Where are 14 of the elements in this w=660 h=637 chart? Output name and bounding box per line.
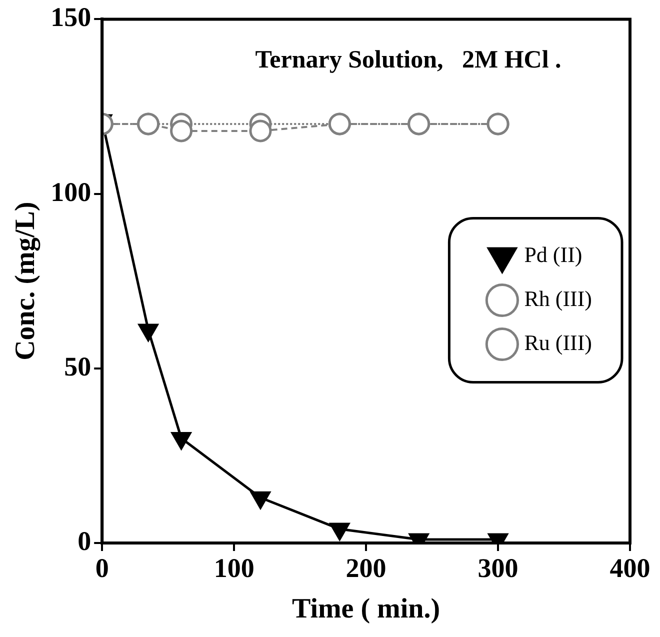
- y-tick-label: 150: [50, 2, 92, 32]
- x-tick-label: 100: [214, 553, 254, 584]
- y-tick-label: 50: [64, 351, 92, 382]
- y-tick-label: 0: [78, 526, 92, 556]
- x-tick-label: 400: [610, 553, 650, 584]
- legend-label: Rh (III): [524, 286, 592, 312]
- legend-label: Pd (II): [524, 242, 582, 268]
- legend-label: Ru (III): [524, 330, 592, 356]
- annotation: Ternary Solution, 2M HCl .: [255, 46, 562, 74]
- x-axis-title: Time ( min.): [292, 593, 440, 624]
- y-axis-title: Conc. (mg/L): [10, 202, 42, 360]
- x-tick-label: 200: [346, 553, 386, 584]
- y-tick-label: 100: [50, 176, 92, 207]
- x-tick-label: 300: [478, 553, 518, 584]
